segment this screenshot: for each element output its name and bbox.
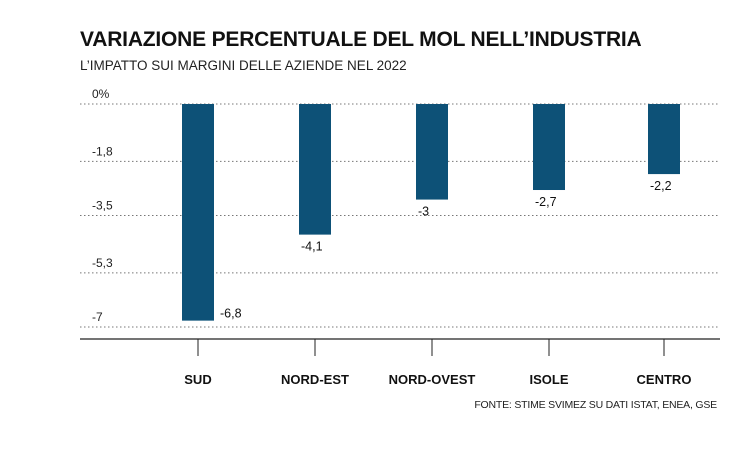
bar-sud xyxy=(182,104,214,321)
y-tick-label: -3,5 xyxy=(92,199,113,213)
bar-nord-est xyxy=(299,104,331,235)
category-label: SUD xyxy=(184,372,211,387)
data-label: -2,2 xyxy=(650,179,672,193)
y-tick-label: -5,3 xyxy=(92,256,113,270)
chart-source: FONTE: STIME SVIMEZ SU DATI ISTAT, ENEA,… xyxy=(474,399,717,411)
y-tick-label: 0% xyxy=(92,87,110,101)
data-label: -3 xyxy=(418,205,429,219)
data-label: -2,7 xyxy=(535,195,557,209)
category-label: ISOLE xyxy=(529,372,568,387)
data-label: -4,1 xyxy=(301,240,323,254)
data-label: -6,8 xyxy=(220,307,242,321)
y-tick-label: -1,8 xyxy=(92,144,113,158)
chart-subtitle: L’IMPATTO SUI MARGINI DELLE AZIENDE NEL … xyxy=(80,58,407,73)
bar-centro xyxy=(648,104,680,175)
category-label: NORD-OVEST xyxy=(389,372,476,387)
bar-nord-ovest xyxy=(416,104,448,200)
category-label: CENTRO xyxy=(637,372,692,387)
bar-isole xyxy=(533,104,565,191)
category-label: NORD-EST xyxy=(281,372,349,387)
y-tick-label: -7 xyxy=(92,310,103,324)
chart-title: VARIAZIONE PERCENTUALE DEL MOL NELL’INDU… xyxy=(80,28,642,51)
